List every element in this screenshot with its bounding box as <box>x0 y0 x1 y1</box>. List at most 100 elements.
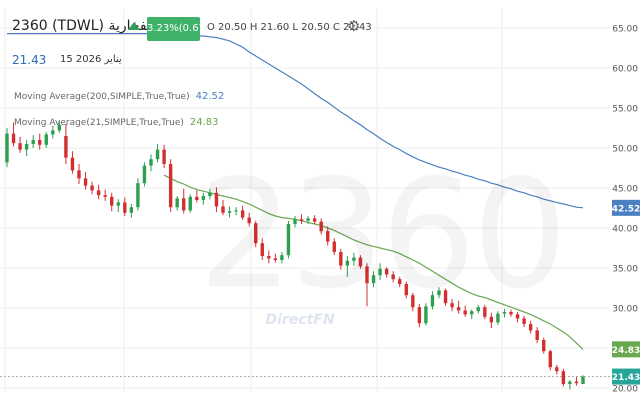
candle-body <box>555 367 559 372</box>
candle-body <box>561 371 566 384</box>
ma21-line <box>163 174 584 350</box>
candle-body <box>234 210 238 212</box>
candle-body <box>365 266 369 284</box>
candle-body <box>11 133 16 144</box>
candle-body <box>136 183 140 208</box>
candle-body <box>155 149 160 160</box>
candle-body <box>227 211 232 213</box>
ma21-value: 24.83 <box>189 117 219 128</box>
y-tick-label: 50.00 <box>612 145 638 155</box>
candle-body <box>581 376 585 384</box>
candle-body <box>319 221 323 232</box>
candle-body <box>267 256 271 259</box>
candle-body <box>208 192 212 196</box>
date-label: 15 يناير 2026 <box>60 54 122 65</box>
candle-body <box>568 381 572 384</box>
candle-body <box>201 196 206 200</box>
candle-body <box>195 196 199 200</box>
y-tick-label: 65.00 <box>612 25 638 35</box>
candle-body <box>358 257 363 267</box>
ma200-legend[interactable]: Moving Average(200,SIMPLE,True,True) 42.5… <box>14 91 224 102</box>
candle-body <box>398 279 402 284</box>
candle-body <box>116 202 120 206</box>
candle-body <box>574 381 579 384</box>
candle-body <box>214 192 219 207</box>
candle-body <box>103 195 107 197</box>
candle-body <box>463 310 467 315</box>
candle-body <box>168 164 173 208</box>
candle-body <box>293 219 297 224</box>
candle-body <box>371 275 376 284</box>
candle-body <box>312 218 317 222</box>
price-tag <box>612 368 640 385</box>
candle-body <box>502 312 507 314</box>
candle-body <box>391 274 395 280</box>
candle-body <box>221 206 225 213</box>
candle-body <box>188 196 192 211</box>
candle-body <box>332 241 336 252</box>
candle-body <box>411 295 415 308</box>
candle-body <box>299 219 304 221</box>
candle-body <box>182 198 186 211</box>
candle-body <box>528 324 533 331</box>
candle-body <box>38 140 42 145</box>
candle-body <box>542 340 546 352</box>
candle-body <box>286 224 291 256</box>
candle-body <box>240 210 245 218</box>
ma200-name: Moving Average(200,SIMPLE,True,True) <box>14 92 190 102</box>
candle-body <box>70 157 75 171</box>
candle-body <box>90 185 94 191</box>
candle-body <box>64 136 68 158</box>
candle-body <box>51 130 55 135</box>
price-tag-label: 21.43 <box>612 373 640 383</box>
candle-body <box>404 284 408 296</box>
y-tick-label: 60.00 <box>612 65 638 75</box>
candle-body <box>535 330 539 340</box>
candle-body <box>522 318 526 324</box>
candle-body <box>44 134 48 145</box>
brand-watermark: DirectFN <box>265 312 335 328</box>
candle-body <box>24 144 29 150</box>
candle-body <box>162 149 166 164</box>
candle-body <box>273 258 278 260</box>
candle-body <box>515 314 520 319</box>
candle-body <box>110 196 114 206</box>
candle-body <box>247 217 251 224</box>
price-tag <box>612 199 640 216</box>
candle-body <box>123 202 127 213</box>
candle-body <box>280 255 284 260</box>
candle-body <box>509 312 513 315</box>
candle-body <box>345 260 350 266</box>
ma21-name: Moving Average(21,SIMPLE,True,True) <box>14 118 184 128</box>
ma21-legend[interactable]: Moving Average(21,SIMPLE,True,True) 24.83 <box>14 117 219 128</box>
candle-body <box>424 306 428 324</box>
up-arrow-icon <box>128 22 140 30</box>
candle-body <box>96 190 101 196</box>
candle-body <box>450 303 454 308</box>
y-tick-label: 35.00 <box>612 265 638 275</box>
candle-body <box>489 316 494 323</box>
symbol-watermark: 2360 <box>198 148 568 322</box>
candle-body <box>18 143 22 150</box>
candle-body <box>306 218 310 221</box>
y-tick-label: 40.00 <box>612 225 638 235</box>
candle-body <box>456 307 461 311</box>
y-tick-label: 20.00 <box>612 385 638 395</box>
candle-body <box>129 207 134 213</box>
candle-body <box>437 290 441 296</box>
candle-body <box>483 307 487 317</box>
candle-body <box>443 290 448 304</box>
ohlc-readout: O 20.50 H 21.60 L 20.50 C 21.43 <box>207 22 372 33</box>
price-tag-label: 24.83 <box>612 346 640 356</box>
candle-body <box>430 295 435 307</box>
candle-body <box>548 351 552 368</box>
gear-icon[interactable]: ⚙ <box>347 17 361 35</box>
candle-body <box>149 159 153 166</box>
candle-body <box>352 257 356 261</box>
price-tag-label: 42.52 <box>612 204 640 214</box>
price-tag <box>612 341 640 358</box>
candle-body <box>57 124 62 131</box>
candle-body <box>142 165 147 184</box>
y-tick-label: 30.00 <box>612 305 638 315</box>
